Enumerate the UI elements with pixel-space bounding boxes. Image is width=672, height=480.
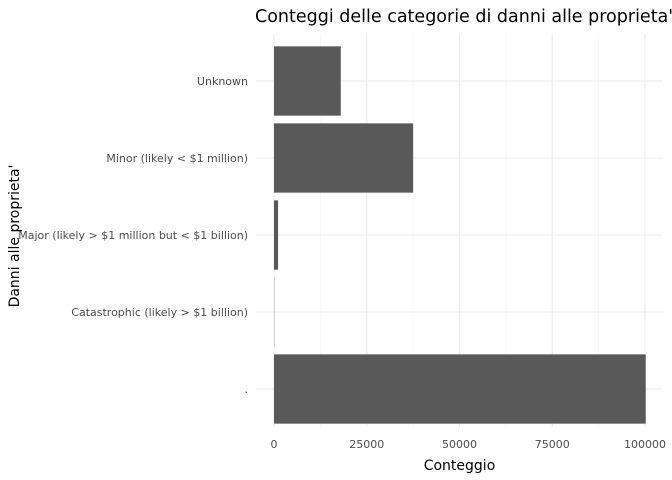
y-tick-label: . (245, 383, 249, 396)
chart-title: Conteggi delle categorie di danni alle p… (255, 7, 672, 27)
y-tick-label: Minor (likely < $1 million) (106, 152, 248, 165)
x-tick-label: 50000 (442, 438, 477, 451)
bar-layer (274, 46, 646, 424)
x-axis-title: Conteggio (424, 458, 496, 474)
y-tick-label: Catastrophic (likely > $1 billion) (71, 306, 248, 319)
bar (274, 123, 414, 193)
x-tick-label: 75000 (535, 438, 570, 451)
y-tick-label: Unknown (197, 75, 248, 88)
x-tick-label: 25000 (349, 438, 384, 451)
bar (274, 200, 279, 270)
bar (274, 354, 646, 424)
bar (274, 46, 341, 116)
y-tick-labels: . Catastrophic (likely > $1 billion) Major… (18, 75, 248, 396)
x-tick-label: 0 (271, 438, 278, 451)
x-tick-label: 100000 (624, 438, 666, 451)
y-tick-label: Major (likely > $1 million but < $1 bill… (18, 229, 248, 242)
y-axis-title: Danni alle proprieta' (7, 165, 23, 308)
x-tick-labels: 0 25000 50000 75000 100000 (271, 438, 667, 451)
